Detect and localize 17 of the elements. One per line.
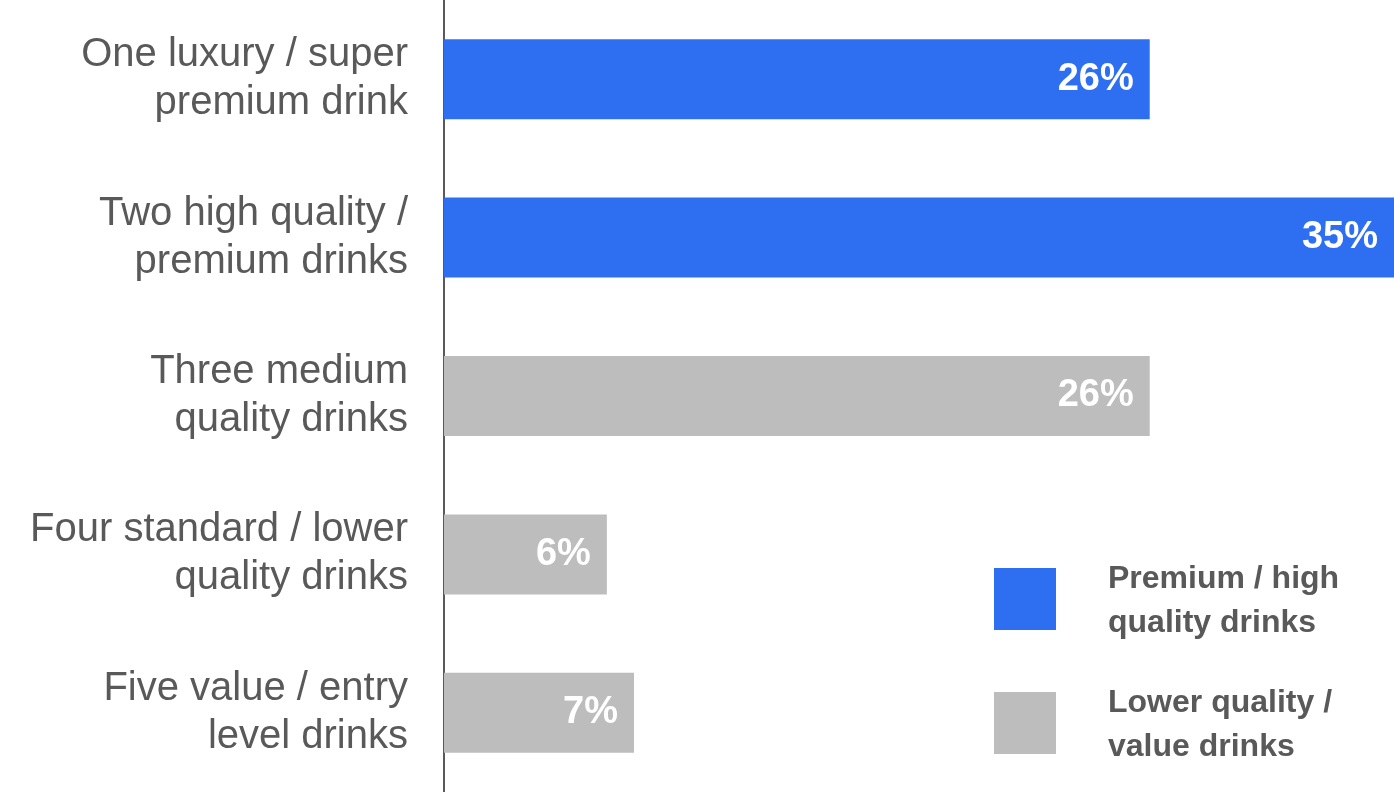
bar — [444, 39, 1150, 120]
data-label: 35% — [1301, 214, 1378, 257]
data-label: 7% — [563, 689, 618, 732]
y-tick-label: Five value / entry level drinks — [103, 663, 408, 756]
bar — [444, 356, 1150, 436]
legend-label: Premium / high quality drinks — [1108, 558, 1341, 641]
data-label: 26% — [1057, 372, 1134, 415]
bar — [444, 514, 607, 595]
bar — [444, 672, 634, 753]
y-tick-label: Four standard / lower quality drinks — [30, 505, 408, 598]
data-label: 6% — [535, 530, 591, 573]
data-label: 26% — [1057, 55, 1134, 98]
legend-label: Lower quality / value drinks — [1108, 682, 1334, 765]
y-tick-label: Three medium quality drinks — [150, 347, 408, 440]
bar — [444, 197, 1394, 278]
y-tick-label: Two high quality / premium drinks — [98, 188, 409, 281]
y-tick-label: One luxury / super premium drink — [81, 30, 409, 123]
